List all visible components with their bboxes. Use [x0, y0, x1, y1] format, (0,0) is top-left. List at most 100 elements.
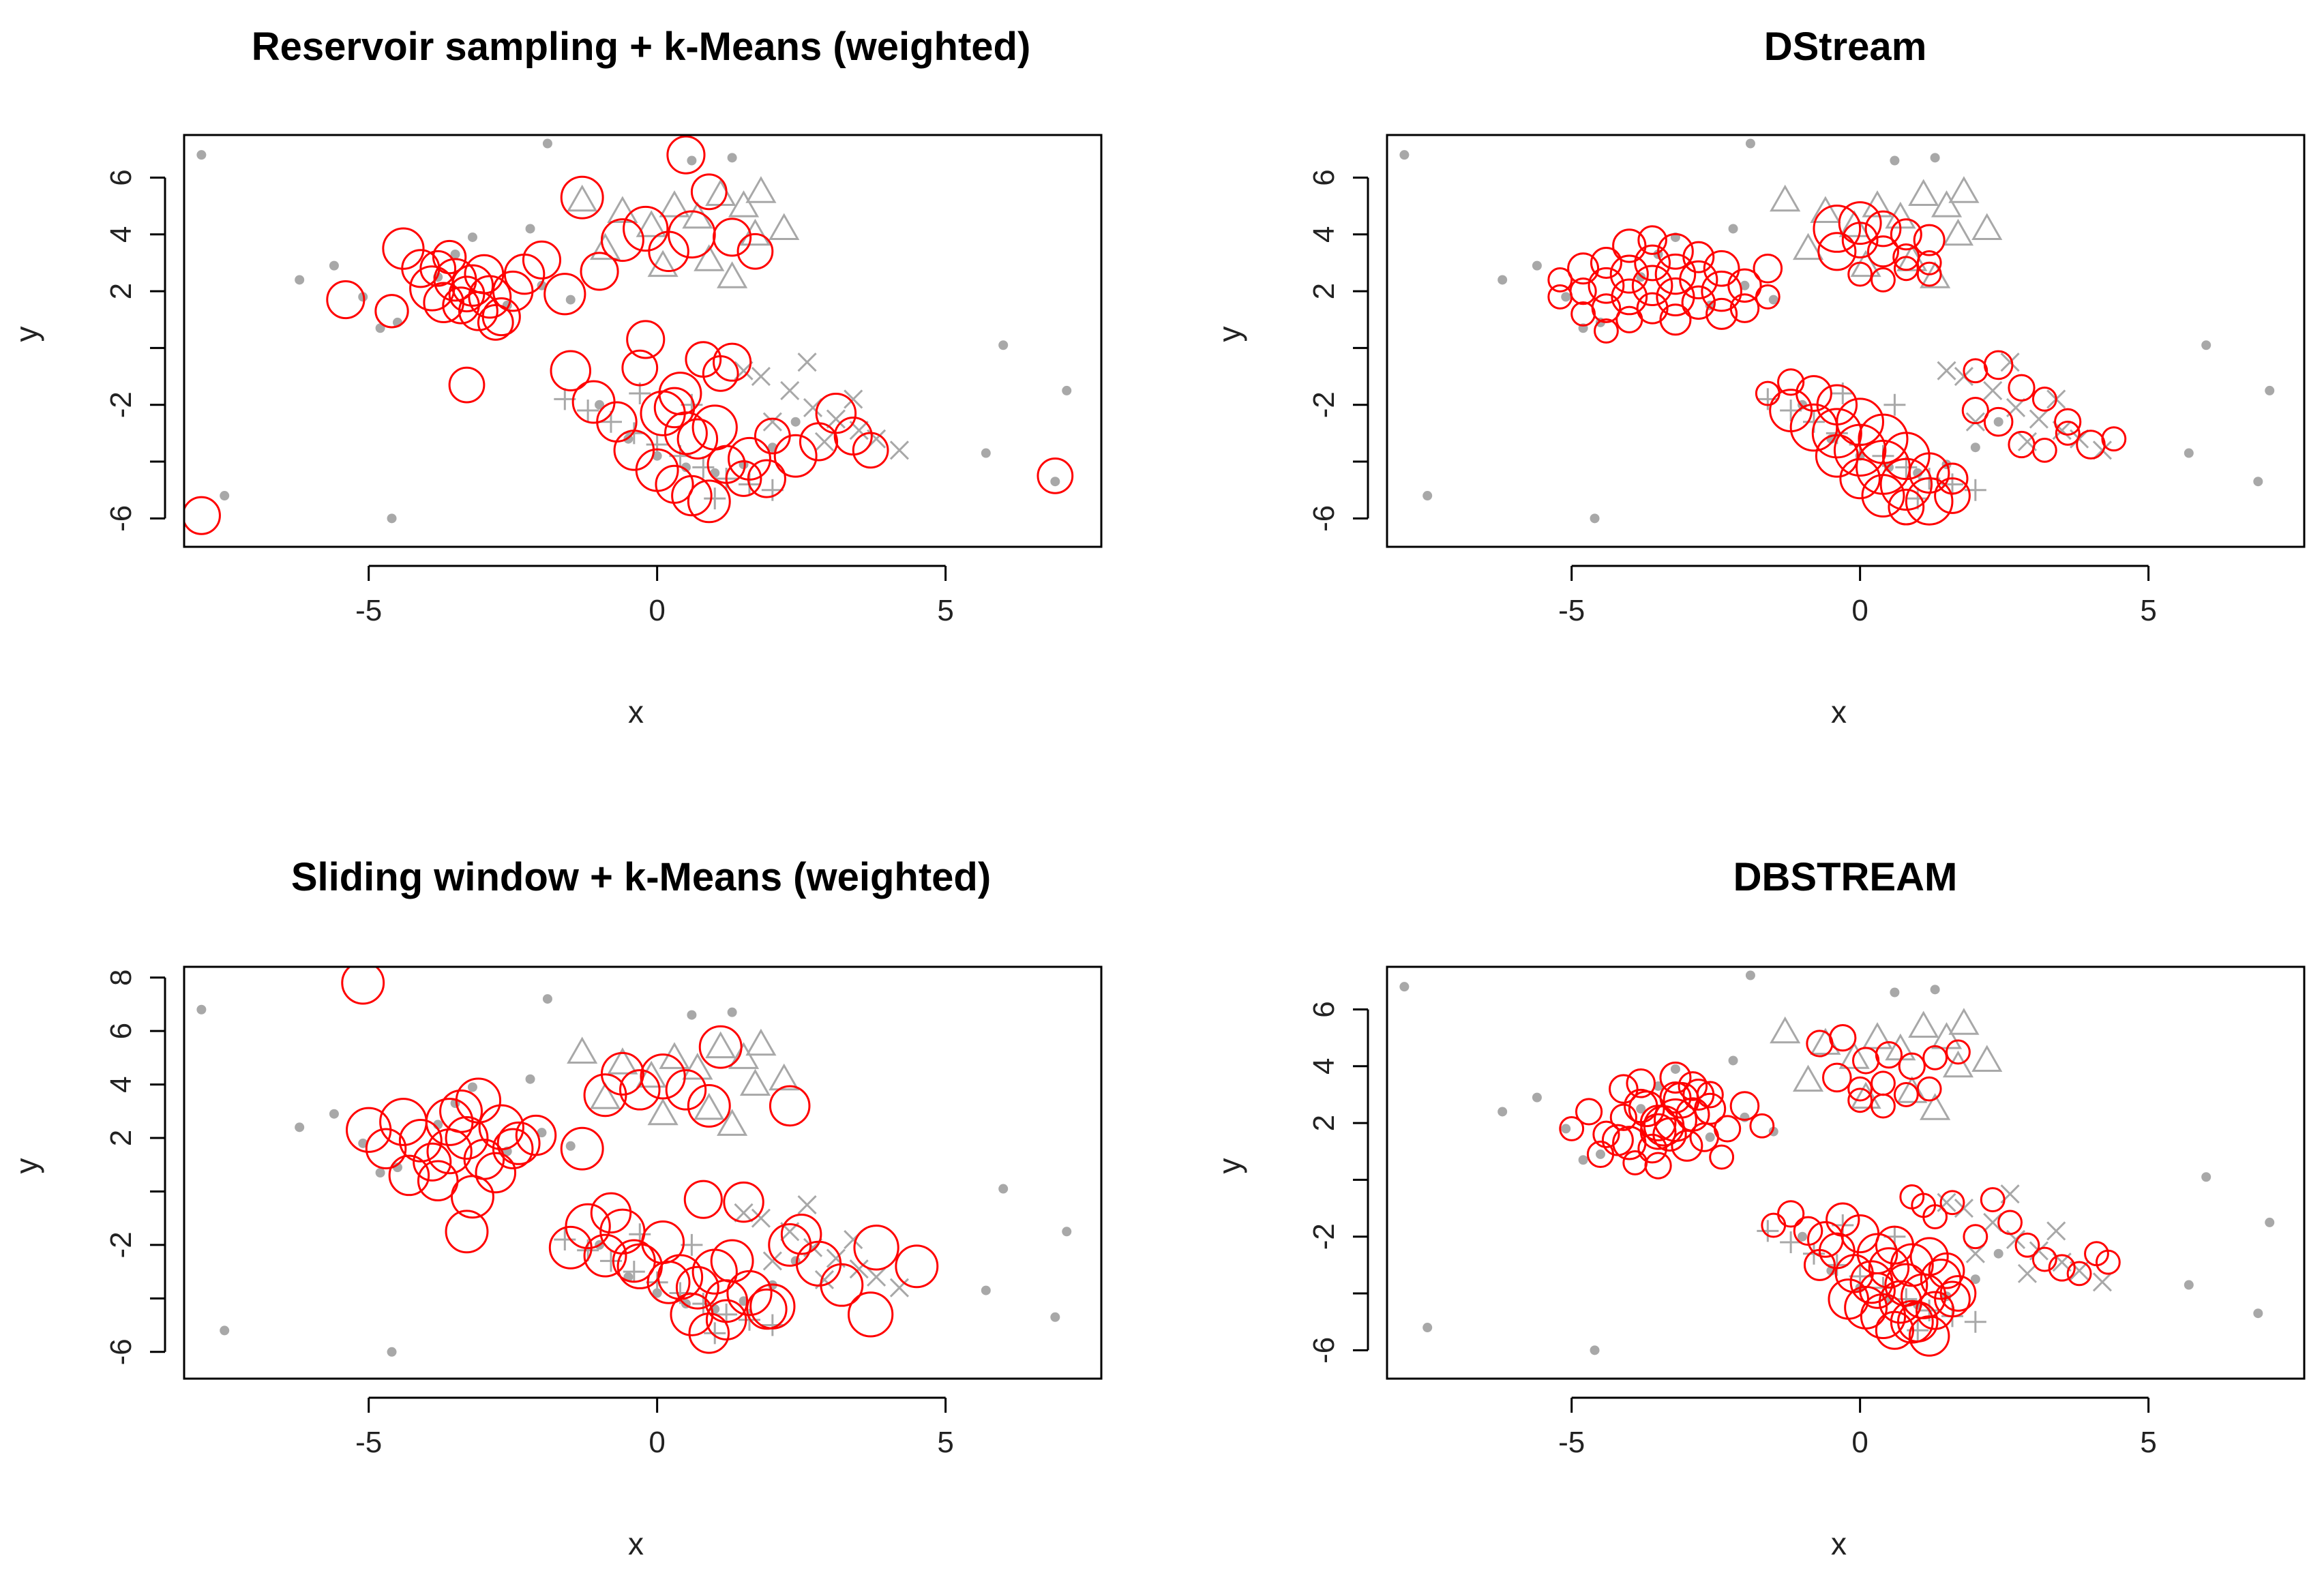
cluster-center [1983, 406, 2014, 437]
data-point [525, 1074, 535, 1084]
data-point [1920, 1093, 1951, 1120]
cluster-center [1916, 250, 1942, 275]
cluster-center [1934, 477, 1971, 514]
cluster-center [1916, 1291, 1955, 1330]
data-point [2184, 448, 2194, 458]
cluster-center [583, 1233, 627, 1278]
data-point [745, 1028, 777, 1056]
data-point [1937, 361, 1956, 380]
data-point [659, 190, 690, 217]
data-point [717, 1109, 748, 1136]
cluster-center [1705, 297, 1738, 330]
data-point [1965, 1244, 1985, 1263]
cluster-center [1628, 1090, 1665, 1128]
x-tick-label: 5 [2140, 1426, 2156, 1459]
data-point [589, 1082, 621, 1109]
data-point [525, 224, 535, 234]
cluster-center [1963, 1224, 1988, 1250]
data-point [1970, 442, 1980, 453]
data-point [329, 260, 339, 271]
cluster-center [1659, 1061, 1692, 1094]
data-point [1970, 1274, 1980, 1285]
cluster-center [728, 436, 771, 481]
cluster-center [1637, 225, 1667, 255]
data-point [1908, 179, 1939, 206]
data-point [705, 1031, 736, 1059]
x-tick-label: 5 [937, 1426, 953, 1459]
cluster-center [1833, 423, 1887, 477]
cluster-center [726, 1270, 773, 1317]
data-point [1792, 1064, 1824, 1092]
data-point [1942, 218, 1974, 246]
data-point [1931, 190, 1963, 217]
cluster-center [1609, 1103, 1637, 1131]
data-point [1964, 1310, 1986, 1333]
cluster-center [769, 1085, 811, 1127]
y-tick-label: 4 [1307, 226, 1341, 243]
cluster-center [1626, 1068, 1656, 1098]
data-point [727, 153, 737, 163]
data-point [1971, 1045, 2003, 1072]
x-tick-label: 0 [649, 1426, 665, 1459]
y-tick-label: 4 [104, 226, 138, 243]
data-point [1590, 1345, 1600, 1355]
cluster-center [683, 1180, 723, 1219]
x-tick-label: 0 [1851, 1426, 1868, 1459]
data-point [1745, 970, 1755, 980]
data-point [981, 448, 991, 458]
cluster-center [1980, 1187, 2006, 1212]
cluster-center [1657, 232, 1694, 270]
data-point [1636, 1104, 1646, 1114]
cluster-center [815, 392, 857, 434]
data-point [1595, 1149, 1605, 1159]
cluster-center [646, 1260, 691, 1304]
data-point [2265, 1217, 2275, 1227]
data-point [692, 456, 715, 479]
cluster-center [1871, 1093, 1896, 1119]
cluster-center [1879, 457, 1933, 511]
data-point [567, 184, 598, 212]
data-point [889, 440, 909, 460]
chart-panel: Sliding window + k-Means (weighted) -5 0 5 x… [9, 855, 1103, 1561]
data-point [450, 249, 460, 259]
cluster-center [1671, 1129, 1703, 1162]
data-point [769, 213, 800, 240]
cluster-center [895, 1244, 939, 1289]
data-point [1050, 1312, 1060, 1322]
data-point [1937, 1192, 1956, 1212]
cluster-center [326, 280, 366, 320]
cluster-center [1622, 1150, 1648, 1175]
cluster-center [1905, 477, 1954, 526]
cluster-center [1567, 252, 1600, 285]
cluster-center [1682, 1078, 1715, 1111]
cluster-center [1753, 253, 1783, 284]
cluster-center [448, 366, 486, 404]
cluster-center [2054, 408, 2082, 436]
data-point [1908, 1010, 1939, 1038]
data-point [565, 1141, 576, 1151]
data-point [1838, 210, 1870, 237]
data-point [595, 400, 605, 410]
cluster-center [1806, 1030, 1834, 1058]
y-tick-label: 2 [104, 1130, 138, 1146]
data-point [1895, 456, 1918, 479]
cluster-center [736, 232, 774, 270]
data-point [1810, 196, 1841, 223]
data-point [704, 487, 726, 510]
cluster-center [1729, 293, 1760, 323]
data-point [1532, 260, 1542, 271]
data-point [1983, 1212, 2003, 1232]
cluster-center [571, 380, 616, 424]
cluster-center [1749, 1113, 1775, 1139]
data-point [636, 210, 667, 237]
data-point [196, 1004, 207, 1015]
cluster-center [419, 250, 457, 287]
cluster-center [1709, 1144, 1735, 1170]
cluster-center [1594, 318, 1619, 344]
cluster-center [1644, 1152, 1672, 1180]
data-point [1780, 1231, 1802, 1254]
data-point [2265, 385, 2275, 395]
y-tick-label: 6 [104, 169, 138, 185]
data-point [2092, 1272, 2112, 1292]
data-point [196, 150, 207, 160]
